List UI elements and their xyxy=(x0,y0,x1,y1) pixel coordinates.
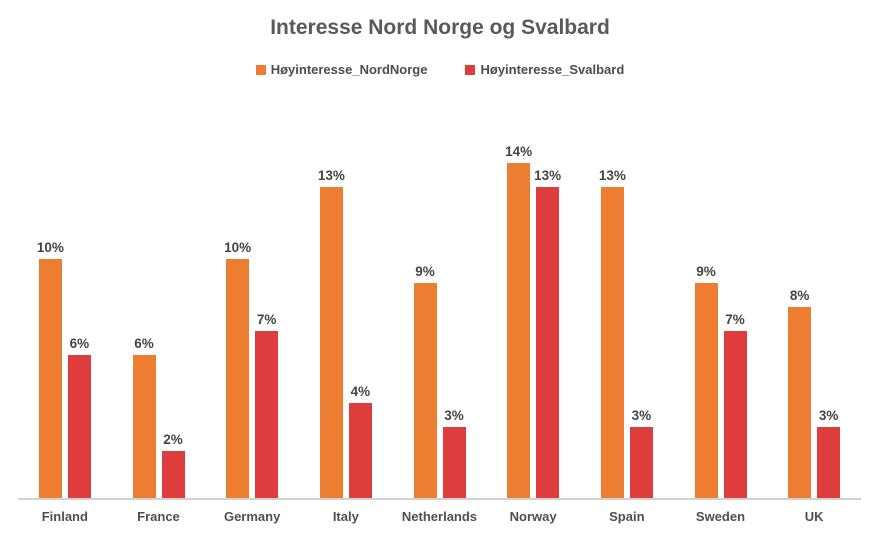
legend-item-nordnorge: Høyinteresse_NordNorge xyxy=(255,62,428,77)
bar xyxy=(507,163,531,499)
bar xyxy=(319,187,343,499)
bar-value-label: 10% xyxy=(36,240,64,255)
bar xyxy=(255,331,279,499)
bar-value-label: 14% xyxy=(505,144,533,159)
bar xyxy=(817,427,841,499)
bar xyxy=(348,403,372,499)
bar xyxy=(38,259,62,499)
legend-swatch-nordnorge-icon xyxy=(255,64,266,75)
legend: Høyinteresse_NordNorge Høyinteresse_Sval… xyxy=(0,62,880,77)
category-label: Spain xyxy=(609,509,645,524)
bar xyxy=(226,259,250,499)
bar-value-label: 6% xyxy=(134,336,154,351)
bar-value-label: 4% xyxy=(350,384,371,399)
bar xyxy=(161,451,185,499)
bar-value-label: 13% xyxy=(598,168,626,183)
bar xyxy=(413,283,437,499)
category-label: France xyxy=(137,509,180,524)
chart-title: Interesse Nord Norge og Svalbard xyxy=(270,16,610,39)
bar xyxy=(629,427,653,499)
bar-value-label: 6% xyxy=(69,336,90,351)
category-axis: Finland France Germany Italy Netherlands Norw… xyxy=(18,502,861,532)
bar-value-label: 13% xyxy=(317,168,345,183)
bar-value-label: 3% xyxy=(818,408,839,423)
bar xyxy=(723,331,747,499)
plot-area: 10% 6% 6% 2% 10% 7% 13% 4% 9% 3% 14% 13% 13% 3% 9% 7% 8%… xyxy=(18,110,861,499)
legend-swatch-svalbard-icon xyxy=(465,64,476,75)
legend-label-svalbard: Høyinteresse_Svalbard xyxy=(480,62,625,77)
bar xyxy=(600,187,624,499)
bar-value-label: 8% xyxy=(789,288,810,303)
bar-value-label: 13% xyxy=(534,168,562,183)
bar-value-label: 7% xyxy=(256,312,277,327)
category-label: Italy xyxy=(332,509,359,524)
bar xyxy=(442,427,466,499)
category-label: Finland xyxy=(41,509,88,524)
bar xyxy=(67,355,91,499)
bar-value-label: 9% xyxy=(415,264,435,279)
bar-value-label: 2% xyxy=(163,432,183,447)
bar xyxy=(694,283,718,499)
category-label: Norway xyxy=(509,509,557,524)
category-label: Netherlands xyxy=(401,509,478,524)
bar xyxy=(788,307,812,499)
category-label: Sweden xyxy=(695,509,746,524)
bar-value-label: 10% xyxy=(224,240,252,255)
category-label: UK xyxy=(804,509,824,524)
category-label: Germany xyxy=(223,509,281,524)
bar-value-label: 7% xyxy=(725,312,745,327)
bar-value-label: 3% xyxy=(631,408,652,423)
legend-label-nordnorge: Høyinteresse_NordNorge xyxy=(270,62,428,77)
bar xyxy=(132,355,156,499)
bar xyxy=(536,187,560,499)
bar-value-label: 3% xyxy=(444,408,464,423)
legend-item-svalbard: Høyinteresse_Svalbard xyxy=(465,62,624,77)
bar-value-label: 9% xyxy=(696,264,716,279)
x-axis-line xyxy=(18,498,861,500)
